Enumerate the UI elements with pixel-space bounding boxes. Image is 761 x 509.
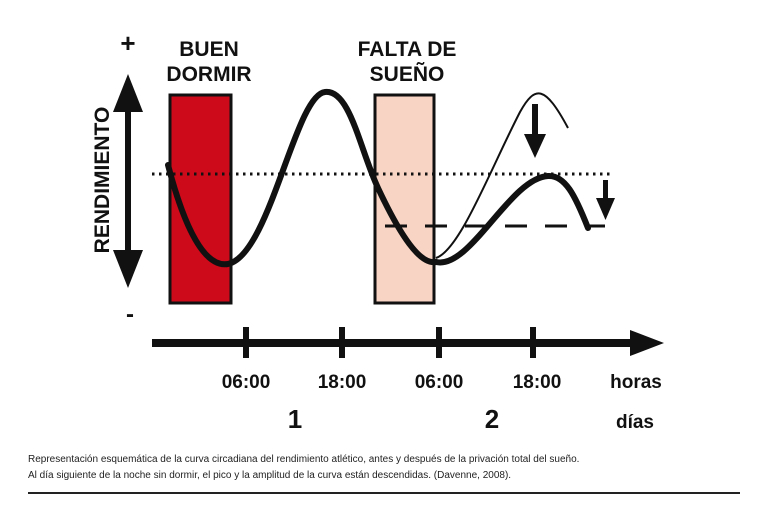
normal-rhythm-curve — [435, 92, 569, 259]
figure-caption: Representación esquemática de la curva c… — [28, 452, 743, 484]
sleep-deprivation-label-line2: SUEÑO — [370, 63, 445, 86]
caption-line-2: Al día siguiente de la noche sin dormir,… — [28, 470, 512, 481]
amplitude-decrease-arrow — [596, 180, 615, 220]
minus-sign: - — [126, 301, 134, 328]
good-sleep-label-line2: DORMIR — [166, 63, 251, 86]
caption-divider — [28, 492, 740, 494]
plus-sign: + — [120, 28, 135, 58]
time-axis — [152, 327, 664, 358]
performance-label: RENDIMIENTO — [91, 107, 114, 254]
tick-label-1: 06:00 — [222, 372, 271, 393]
performance-curve — [165, 89, 591, 268]
tick-label-2: 18:00 — [318, 372, 367, 393]
tick-label-3: 06:00 — [415, 372, 464, 393]
good-sleep-label-line1: BUEN — [179, 38, 239, 61]
performance-axis — [113, 74, 143, 288]
hours-unit-label: horas — [610, 372, 662, 393]
tick-label-4: 18:00 — [513, 372, 562, 393]
days-unit-label: días — [616, 412, 654, 433]
sleep-deprivation-label-line1: FALTA DE — [358, 38, 457, 61]
circadian-diagram: + - RENDIMIENTO BUEN DORMIR FALTA DE SUE… — [91, 28, 664, 434]
peak-decrease-arrow — [524, 104, 546, 158]
day-label-1: 1 — [288, 404, 302, 434]
caption-line-1: Representación esquemática de la curva c… — [28, 454, 580, 465]
day-label-2: 2 — [485, 404, 499, 434]
